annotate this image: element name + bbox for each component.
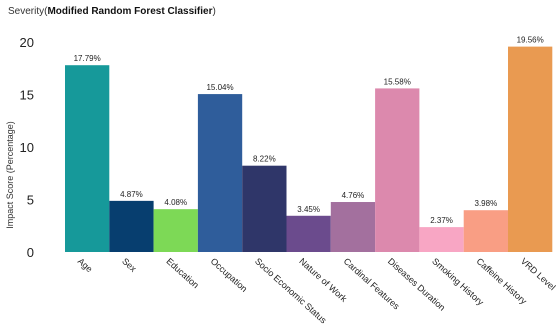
bars (65, 46, 553, 253)
bar (375, 88, 420, 252)
data-label: 3.98% (475, 199, 498, 208)
x-tick-label: Socio Economic Status (253, 256, 329, 326)
x-axis-labels: Age Sex Education Occupation Socio Economic … (76, 256, 557, 326)
y-tick-label: 5 (27, 193, 34, 208)
bar (153, 209, 198, 252)
bar (286, 215, 331, 252)
bar (508, 46, 553, 253)
bar (419, 227, 464, 252)
bar (463, 210, 508, 252)
bar (197, 94, 243, 252)
data-label: 4.87% (120, 190, 143, 199)
bar (109, 200, 154, 252)
data-label: 17.79% (74, 54, 101, 63)
data-label: 2.37% (430, 216, 453, 225)
x-tick-label: Sex (120, 256, 139, 274)
value-labels: 17.79% 4.87% 4.08% 15.04% 8.22% 3.45% 4.76% 15.… (74, 36, 544, 225)
data-label: 8.22% (253, 155, 276, 164)
y-tick-label: 0 (27, 245, 34, 260)
bar (242, 165, 287, 252)
y-axis-label: Impact Score (Percentage) (5, 121, 15, 229)
data-label: 3.45% (297, 205, 320, 214)
chart-title: Severity(Modified Random Forest Classifi… (8, 6, 216, 17)
x-tick-label: Age (76, 256, 95, 274)
x-tick-label: Education (164, 256, 200, 290)
y-tick-label: 20 (20, 35, 34, 50)
bar (330, 202, 376, 252)
y-tick-label: 10 (20, 140, 34, 155)
data-label: 19.56% (517, 36, 544, 45)
y-axis: 0 5 10 15 20 (20, 35, 34, 260)
bar (65, 65, 110, 252)
x-tick-label: Occupation (209, 256, 250, 294)
y-tick-label: 15 (20, 88, 34, 103)
data-label: 4.08% (164, 198, 187, 207)
data-label: 15.04% (206, 83, 233, 92)
data-label: 4.76% (342, 191, 365, 200)
data-label: 15.58% (384, 77, 411, 86)
x-tick-label: VRD Level (519, 256, 557, 292)
